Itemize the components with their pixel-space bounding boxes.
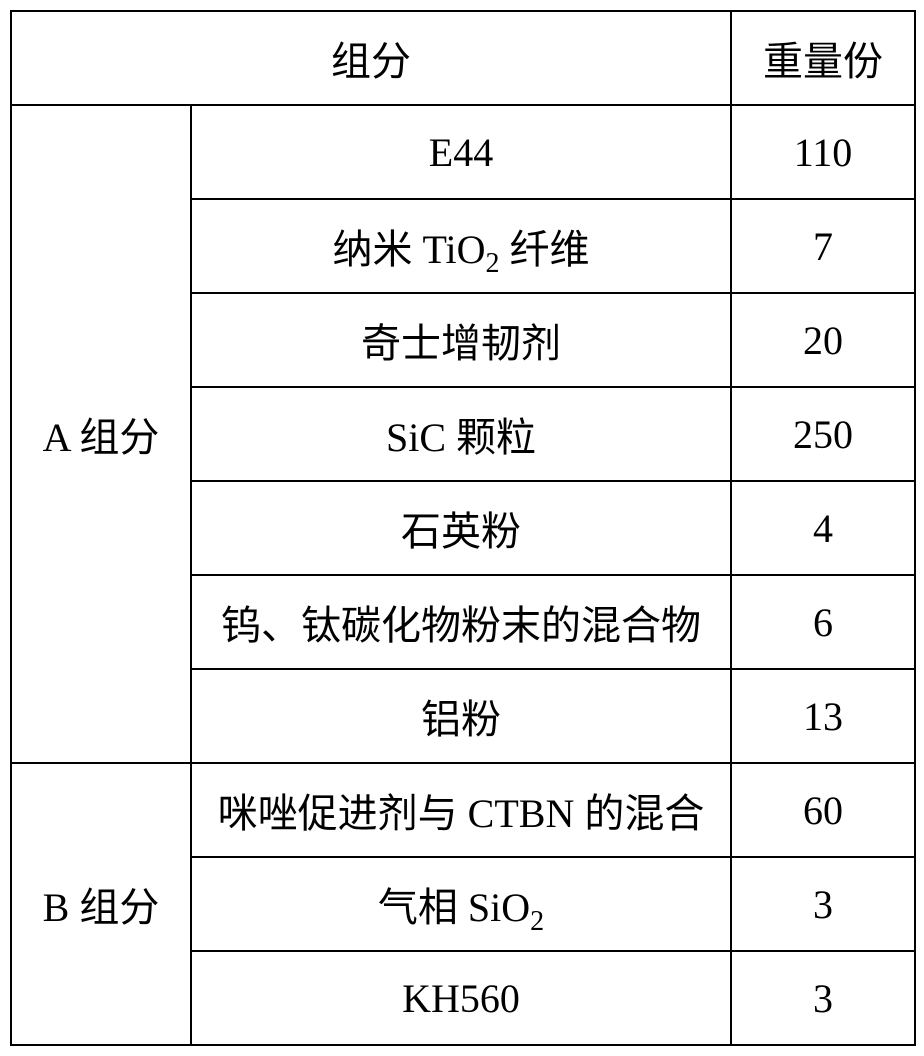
component-cell: SiC 颗粒 <box>191 387 731 481</box>
component-cell: 奇士增韧剂 <box>191 293 731 387</box>
weight-cell: 250 <box>731 387 915 481</box>
header-weight: 重量份 <box>731 11 915 105</box>
component-cell: 纳米 TiO2 纤维 <box>191 199 731 293</box>
composition-table: 组分重量份A 组分E44110纳米 TiO2 纤维7奇士增韧剂20SiC 颗粒2… <box>10 10 916 1046</box>
weight-cell: 13 <box>731 669 915 763</box>
header-row: 组分重量份 <box>11 11 915 105</box>
weight-cell: 20 <box>731 293 915 387</box>
weight-cell: 3 <box>731 951 915 1045</box>
group-label: B 组分 <box>11 763 191 1045</box>
weight-cell: 60 <box>731 763 915 857</box>
component-cell: 咪唑促进剂与 CTBN 的混合 <box>191 763 731 857</box>
weight-cell: 3 <box>731 857 915 951</box>
weight-cell: 4 <box>731 481 915 575</box>
component-cell: 石英粉 <box>191 481 731 575</box>
component-cell: 气相 SiO2 <box>191 857 731 951</box>
table-row: A 组分E44110 <box>11 105 915 199</box>
component-cell: E44 <box>191 105 731 199</box>
header-component: 组分 <box>11 11 731 105</box>
weight-cell: 7 <box>731 199 915 293</box>
weight-cell: 6 <box>731 575 915 669</box>
component-cell: 钨、钛碳化物粉末的混合物 <box>191 575 731 669</box>
component-cell: KH560 <box>191 951 731 1045</box>
weight-cell: 110 <box>731 105 915 199</box>
component-cell: 铝粉 <box>191 669 731 763</box>
table-row: B 组分咪唑促进剂与 CTBN 的混合60 <box>11 763 915 857</box>
group-label: A 组分 <box>11 105 191 763</box>
table-body: 组分重量份A 组分E44110纳米 TiO2 纤维7奇士增韧剂20SiC 颗粒2… <box>11 11 915 1045</box>
